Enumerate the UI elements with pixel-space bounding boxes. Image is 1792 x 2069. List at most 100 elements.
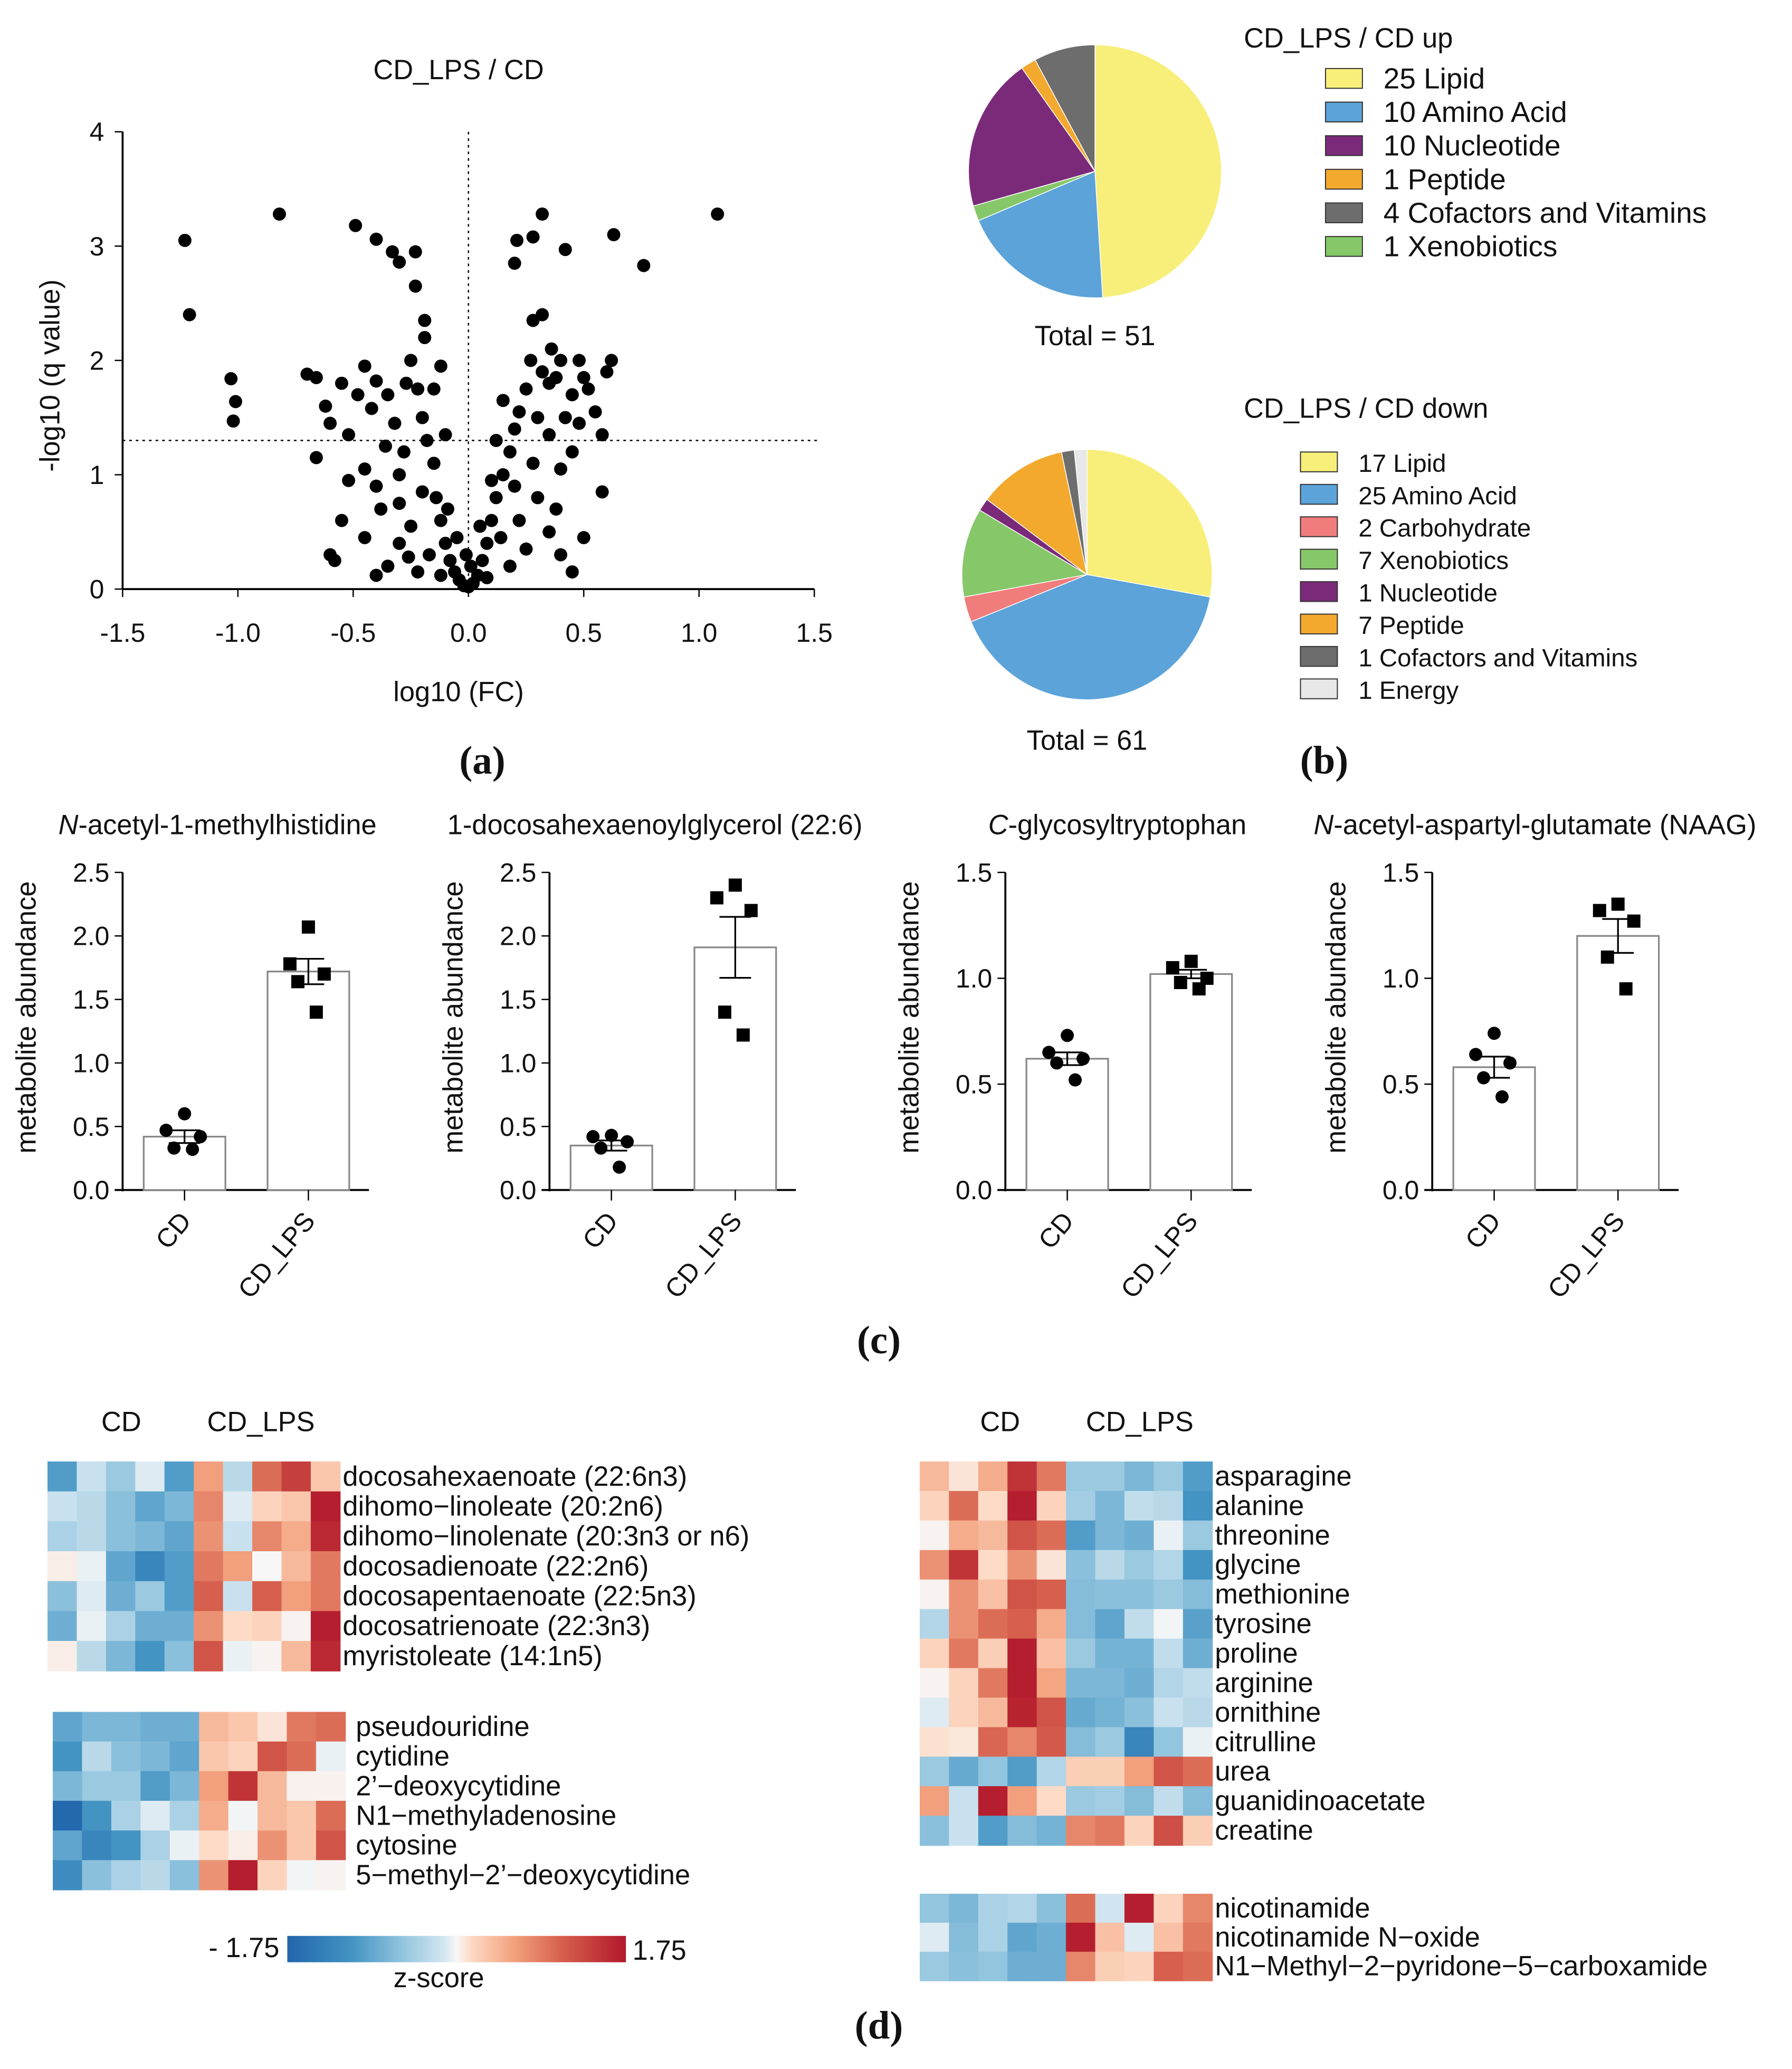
legend-swatch — [1300, 678, 1338, 699]
data-point — [508, 479, 521, 493]
heatmap-cell — [978, 1816, 1008, 1846]
heatmap-cell — [1036, 1757, 1067, 1787]
heatmap-cell — [77, 1641, 107, 1672]
heatmap-cell — [111, 1800, 141, 1831]
y-tick-label: 0.5 — [73, 1112, 109, 1142]
heatmap-cell — [82, 1830, 112, 1861]
x-tick-label: CD — [577, 1207, 624, 1255]
y-tick-label: 4 — [90, 117, 104, 147]
heatmap-cell — [978, 1668, 1008, 1698]
data-point — [489, 434, 503, 447]
pie-slice — [970, 574, 1211, 700]
heatmap-cell — [140, 1712, 170, 1742]
y-axis-label: metabolite abundance — [12, 881, 42, 1154]
heatmap-cell — [1036, 1893, 1067, 1923]
data-point — [427, 457, 441, 470]
heatmap-cell — [949, 1697, 979, 1728]
data-point — [531, 411, 545, 424]
data-point — [369, 232, 383, 246]
y-tick-label: 1.0 — [1383, 964, 1419, 993]
data-point — [558, 411, 572, 424]
heatmap-row-label: docosahexaenoate (22:6n3) — [342, 1461, 687, 1492]
data-point — [554, 548, 568, 562]
data-point-cd — [1050, 1056, 1064, 1070]
heatmap-cell — [978, 1757, 1008, 1787]
data-point — [595, 428, 609, 442]
data-point — [415, 485, 429, 499]
heatmap-cell — [82, 1860, 112, 1891]
column-group-label-cd: CD — [101, 1407, 141, 1438]
heatmap-cell — [1095, 1757, 1125, 1787]
heatmap-cell — [1036, 1727, 1067, 1758]
colorbar-title: z-score — [394, 1963, 484, 1994]
legend-label: 1 Nucleotide — [1358, 580, 1498, 608]
heatmap-cell — [135, 1461, 165, 1492]
heatmap-cell — [1036, 1461, 1067, 1492]
heatmap-cell — [252, 1491, 282, 1522]
heatmap-cell — [1124, 1579, 1155, 1610]
heatmap-cell — [1124, 1922, 1155, 1952]
heatmap-cell — [1124, 1491, 1155, 1521]
heatmap-cell — [111, 1741, 141, 1772]
heatmap-cell — [111, 1860, 141, 1891]
heatmap-row-label: 2’−deoxycytidine — [356, 1771, 561, 1801]
heatmap-cell — [194, 1611, 224, 1642]
x-tick-label: 0.5 — [566, 618, 602, 648]
heatmap-cell — [1124, 1550, 1155, 1580]
heatmap-cell — [1036, 1786, 1067, 1817]
heatmap-cell — [316, 1741, 346, 1772]
data-point — [309, 451, 323, 464]
heatmap-cell — [252, 1641, 282, 1672]
heatmap-cell — [1154, 1816, 1184, 1846]
data-point — [554, 462, 568, 476]
data-point — [386, 245, 399, 259]
heatmap-cell — [1154, 1786, 1184, 1817]
data-point — [542, 376, 556, 390]
heatmap-cell — [978, 1609, 1008, 1639]
data-point — [503, 445, 517, 459]
data-point — [323, 416, 337, 430]
heatmap-cell — [1154, 1638, 1184, 1669]
data-point — [439, 536, 452, 550]
heatmap-cell — [949, 1786, 979, 1817]
data-point — [402, 550, 415, 564]
heatmap-cell — [1036, 1816, 1067, 1846]
heatmap-cell — [1007, 1727, 1037, 1758]
data-point-cd-lps — [1611, 897, 1625, 911]
heatmap-row-label: creatine — [1215, 1816, 1313, 1846]
heatmap-cell — [287, 1741, 317, 1772]
heatmap-cell — [1036, 1697, 1067, 1728]
heatmap-cell — [1036, 1579, 1067, 1610]
heatmap-row-label: methionine — [1215, 1579, 1350, 1610]
heatmap-cell — [1124, 1461, 1155, 1492]
heatmap-cell — [1124, 1757, 1155, 1787]
data-point — [319, 400, 332, 413]
x-tick-label: CD — [150, 1207, 197, 1255]
panel-label-d: (d) — [855, 2004, 903, 2048]
heatmap-cell — [1154, 1757, 1184, 1787]
data-point — [418, 314, 432, 327]
title-text: 1-docosahexaenoylglycerol (22:6) — [447, 810, 863, 840]
legend-label: 2 Carbohydrate — [1358, 515, 1531, 543]
legend-label: 25 Amino Acid — [1358, 482, 1517, 510]
data-point — [408, 245, 422, 259]
heatmap-row-label: asparagine — [1215, 1461, 1351, 1492]
heatmap-cell — [1124, 1668, 1155, 1698]
y-axis-label: metabolite abundance — [894, 881, 924, 1154]
heatmap-cell — [919, 1757, 950, 1787]
heatmap-row-label: docosatrienoate (22:3n3) — [342, 1611, 650, 1641]
x-tick-label: CD_LPS — [1542, 1207, 1631, 1304]
heatmap-cell — [1007, 1668, 1037, 1698]
data-point-cd — [1076, 1052, 1090, 1066]
heatmap-row-label: cytosine — [356, 1830, 457, 1861]
data-point — [484, 473, 498, 487]
heatmap-cell — [1095, 1638, 1125, 1669]
heatmap-cell — [194, 1641, 224, 1672]
data-point — [393, 536, 406, 550]
data-point — [554, 354, 568, 367]
data-point — [365, 402, 378, 415]
heatmap-row-label: cytidine — [356, 1741, 450, 1772]
heatmap-cell — [1095, 1491, 1125, 1521]
data-point-cd-lps — [1192, 982, 1206, 996]
heatmap-cell — [978, 1893, 1008, 1923]
